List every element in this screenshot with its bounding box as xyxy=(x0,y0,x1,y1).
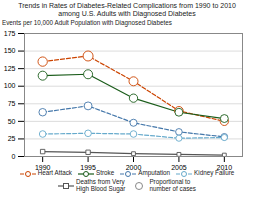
svg-text:1995: 1995 xyxy=(80,164,96,171)
svg-text:125: 125 xyxy=(4,65,16,72)
svg-text:150: 150 xyxy=(4,47,16,54)
svg-text:50: 50 xyxy=(8,117,16,124)
svg-text:25: 25 xyxy=(8,135,16,142)
svg-text:2005: 2005 xyxy=(171,164,187,171)
svg-text:0: 0 xyxy=(12,152,16,159)
svg-text:75: 75 xyxy=(8,100,16,107)
svg-text:175: 175 xyxy=(4,29,16,36)
svg-text:100: 100 xyxy=(4,82,16,89)
